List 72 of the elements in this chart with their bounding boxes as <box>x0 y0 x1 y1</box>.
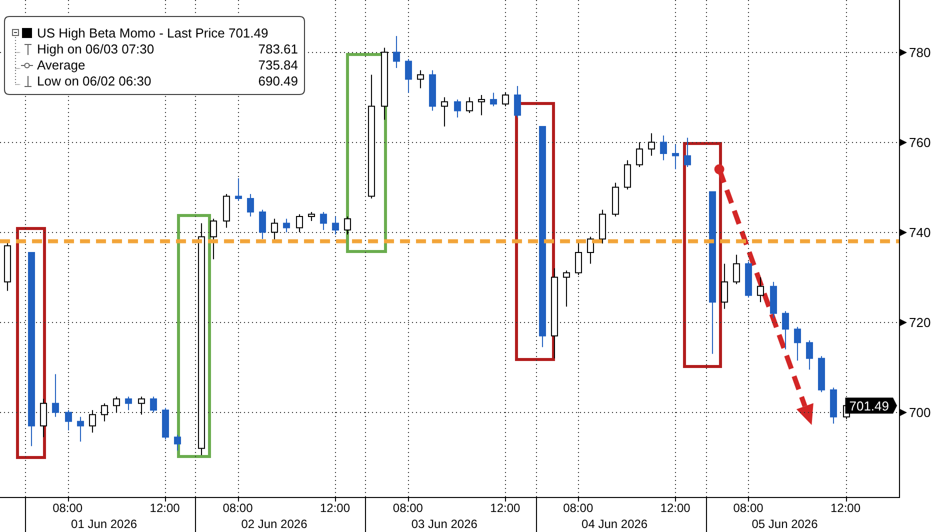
candlestick <box>684 137 691 168</box>
candlestick <box>514 85 521 118</box>
candlestick <box>782 310 789 350</box>
y-tick-label: 740 <box>909 225 931 240</box>
candlestick <box>259 209 266 240</box>
candlestick <box>308 212 315 222</box>
candlestick <box>296 214 303 233</box>
candlestick <box>636 142 643 168</box>
candlestick <box>405 58 412 94</box>
candlestick <box>794 326 801 362</box>
x-tick-label: 03 Jun 2026 <box>411 517 478 531</box>
candlestick <box>721 263 728 310</box>
candlestick <box>624 160 631 190</box>
candlestick <box>757 276 764 303</box>
candlestick <box>247 194 254 218</box>
candlestick <box>77 416 84 442</box>
candlestick <box>660 135 667 161</box>
x-tick-label: 12:00 <box>150 501 180 515</box>
candlestick <box>283 218 290 233</box>
legend-label: US High Beta Momo - Last Price 701.49 <box>37 26 268 40</box>
candlestick <box>113 396 120 413</box>
candlestick <box>210 218 217 260</box>
text: Average 735.84 <box>37 58 298 72</box>
candlestick <box>502 92 509 107</box>
y-tick-label: 720 <box>909 315 931 330</box>
candlestick <box>235 178 242 202</box>
candlestick <box>320 212 327 231</box>
candlestick <box>575 240 582 276</box>
candlestick <box>332 216 339 236</box>
candlestick <box>271 218 278 242</box>
x-tick-label: 02 Jun 2026 <box>241 517 308 531</box>
x-tick-label: 12:00 <box>830 501 861 515</box>
candlestick <box>806 340 813 370</box>
x-tick-label: 12:00 <box>320 501 350 515</box>
candlestick <box>52 374 59 418</box>
candlestick <box>138 396 145 416</box>
x-tick-label: 08:00 <box>52 501 83 515</box>
x-tick-label: 08:00 <box>392 501 424 515</box>
x-tick-label: 01 Jun 2026 <box>71 517 138 531</box>
candlestick <box>648 132 655 156</box>
annotation: 701.49 <box>849 398 890 414</box>
x-tick-label: 05 Jun 2026 <box>752 517 818 531</box>
candlestick <box>150 396 157 413</box>
x-tick-label: 08:00 <box>563 501 594 515</box>
candlestick <box>672 144 679 170</box>
x-tick-label: 04 Jun 2026 <box>582 517 648 531</box>
x-tick-label: 12:00 <box>660 501 691 515</box>
candlestick <box>393 35 400 68</box>
candlestick <box>89 410 96 434</box>
candlestick <box>441 96 448 127</box>
candlestick <box>40 398 47 438</box>
candlestick <box>466 96 473 114</box>
candlestick <box>125 396 132 411</box>
candlestick <box>174 434 181 452</box>
candlestick <box>478 94 485 116</box>
x-tick-label: 08:00 <box>222 501 254 515</box>
y-tick-label: 700 <box>909 405 931 420</box>
text: Low on 06/02 06:30 690.49 <box>37 74 298 88</box>
y-tick-label: 780 <box>909 45 931 60</box>
candlestick <box>65 410 72 431</box>
candlestick <box>587 236 594 264</box>
y-tick-label: 760 <box>909 135 931 150</box>
candlestick <box>417 70 424 89</box>
text: High on 06/03 07:30 783.61 <box>37 42 298 56</box>
candlestick <box>454 98 461 118</box>
candlestick <box>101 402 108 422</box>
candlestick <box>563 270 570 308</box>
x-tick-label: 08:00 <box>733 501 764 515</box>
x-tick-label: 12:00 <box>490 501 521 515</box>
candlestick <box>733 254 740 285</box>
candlestick <box>344 216 351 236</box>
candlestick <box>490 92 497 107</box>
